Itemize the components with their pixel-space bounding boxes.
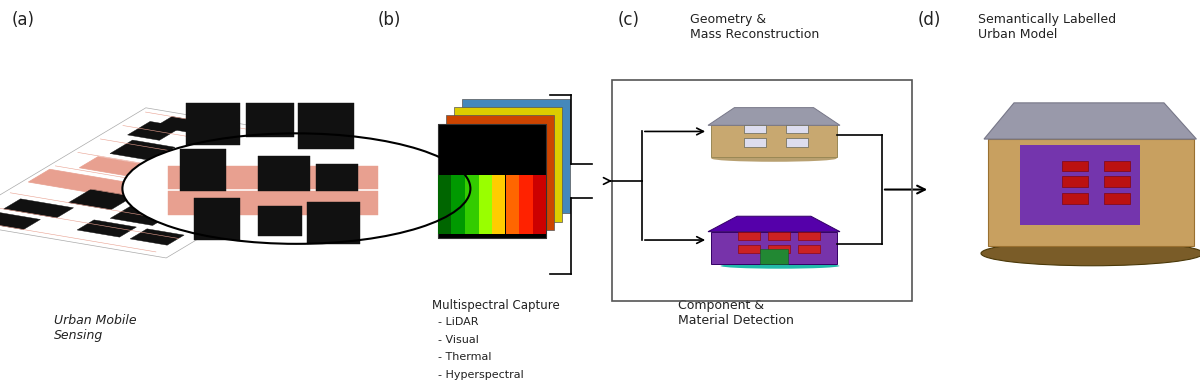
Text: Component &
Material Detection: Component & Material Detection (678, 299, 794, 327)
Bar (768, 232, 790, 240)
Bar (1062, 161, 1088, 171)
Bar (451, 175, 464, 234)
Bar (438, 124, 546, 238)
Polygon shape (307, 202, 360, 244)
Text: - LiDAR: - LiDAR (438, 317, 479, 327)
Bar (533, 175, 546, 234)
Polygon shape (258, 206, 302, 236)
Text: Multispectral Capture: Multispectral Capture (432, 299, 559, 312)
Polygon shape (130, 229, 184, 245)
Polygon shape (708, 107, 840, 125)
Bar (479, 175, 492, 234)
Polygon shape (127, 122, 182, 140)
Text: (a): (a) (12, 11, 35, 29)
Bar (1062, 176, 1088, 187)
Bar (738, 245, 760, 253)
Polygon shape (110, 140, 175, 161)
Polygon shape (79, 157, 246, 193)
Polygon shape (316, 164, 358, 190)
Text: - Thermal: - Thermal (438, 352, 492, 362)
Polygon shape (180, 149, 226, 190)
Bar (462, 99, 570, 213)
Polygon shape (110, 205, 175, 226)
Polygon shape (1020, 145, 1140, 225)
Polygon shape (211, 153, 276, 173)
Bar (520, 175, 533, 234)
Polygon shape (258, 156, 310, 190)
Bar (798, 245, 820, 253)
Polygon shape (0, 108, 358, 258)
Bar (505, 175, 520, 234)
Circle shape (122, 133, 470, 244)
Polygon shape (29, 169, 240, 214)
Polygon shape (168, 190, 378, 215)
Bar (744, 125, 766, 133)
Bar (768, 245, 790, 253)
Bar (612, 80, 912, 301)
Polygon shape (4, 199, 73, 218)
Polygon shape (194, 198, 240, 240)
Bar (438, 124, 546, 238)
Bar (492, 175, 505, 234)
Polygon shape (0, 211, 41, 229)
Text: - Hyperspectral: - Hyperspectral (438, 370, 523, 380)
Ellipse shape (712, 155, 836, 162)
Bar (1062, 193, 1088, 204)
Bar (786, 138, 808, 147)
Polygon shape (246, 103, 294, 137)
Bar (466, 175, 479, 234)
Polygon shape (155, 117, 204, 132)
Text: (b): (b) (378, 11, 401, 29)
Text: - Visual: - Visual (438, 335, 479, 345)
Bar (1104, 161, 1130, 171)
Bar (798, 232, 820, 240)
Bar (446, 115, 554, 230)
Bar (454, 107, 562, 222)
Text: Semantically Labelled
Urban Model: Semantically Labelled Urban Model (978, 13, 1116, 41)
Polygon shape (169, 142, 228, 165)
Ellipse shape (982, 241, 1200, 266)
Bar (786, 125, 808, 133)
Bar (760, 249, 788, 264)
Text: Geometry &
Mass Reconstruction: Geometry & Mass Reconstruction (690, 13, 820, 41)
Polygon shape (175, 199, 229, 218)
Bar (738, 232, 760, 240)
Polygon shape (710, 232, 838, 264)
Text: (d): (d) (918, 11, 941, 29)
Text: (c): (c) (618, 11, 640, 29)
Polygon shape (708, 216, 840, 232)
Bar (1104, 176, 1130, 187)
Polygon shape (988, 139, 1194, 246)
Bar (744, 138, 766, 147)
Polygon shape (77, 220, 137, 237)
Polygon shape (186, 103, 240, 145)
Polygon shape (298, 103, 354, 149)
Polygon shape (710, 125, 838, 157)
Polygon shape (984, 103, 1196, 139)
Polygon shape (68, 189, 133, 210)
Polygon shape (168, 166, 378, 189)
Bar (438, 175, 451, 234)
Ellipse shape (720, 263, 840, 269)
Bar (1104, 193, 1130, 204)
Text: Urban Mobile
Sensing: Urban Mobile Sensing (54, 314, 137, 342)
